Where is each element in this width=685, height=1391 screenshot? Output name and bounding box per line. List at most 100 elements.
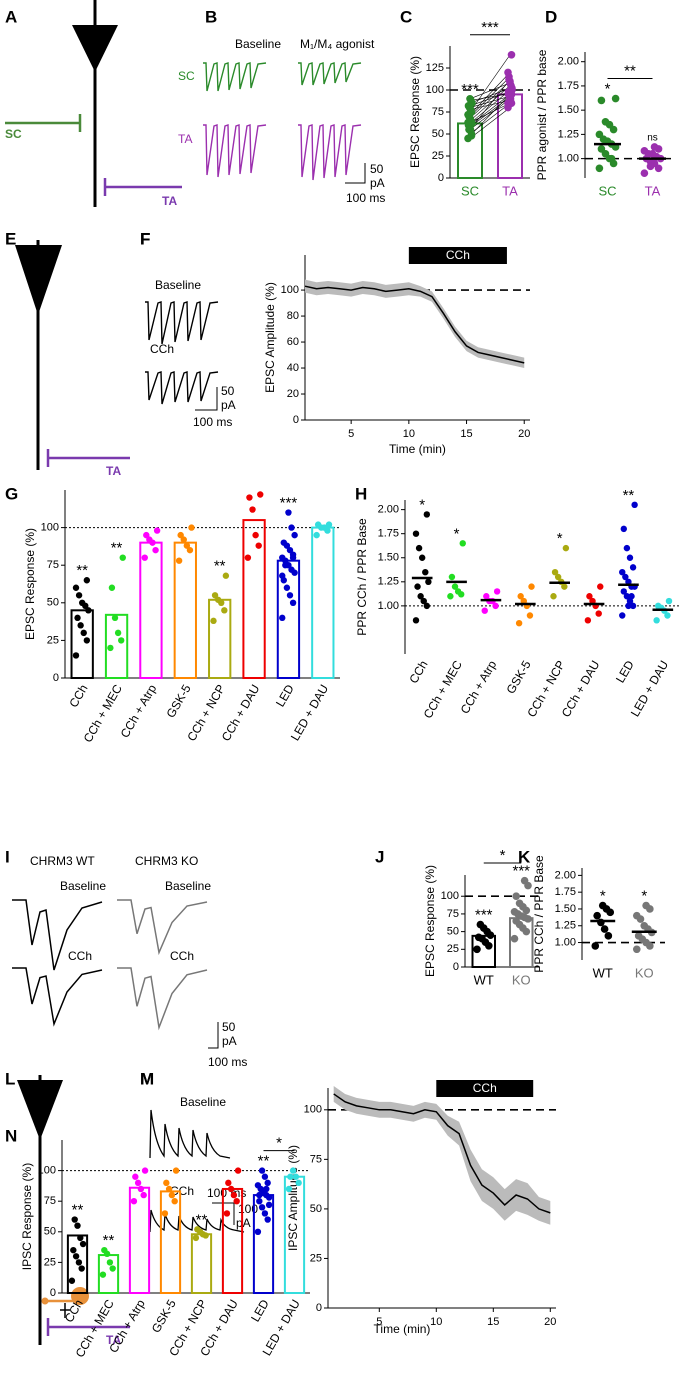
y-tick-label: 50 <box>447 926 459 938</box>
neuron-diagram <box>17 1075 130 1345</box>
panel-label: H <box>355 484 367 503</box>
data-point <box>664 612 671 619</box>
data-point <box>412 617 420 624</box>
data-point <box>551 568 559 576</box>
data-point <box>161 1210 169 1217</box>
pathway-label: SC <box>5 127 22 141</box>
data-point <box>520 876 529 885</box>
data-point <box>78 1265 85 1272</box>
significance-label: ** <box>103 1232 115 1249</box>
data-point <box>504 99 512 107</box>
trace <box>149 1209 245 1233</box>
data-point <box>454 588 462 595</box>
x-tick-label: KO <box>635 965 654 980</box>
significance-label: ** <box>76 562 88 579</box>
y-tick-label: 1.25 <box>555 920 576 932</box>
y-tick-label: 100 <box>38 1165 56 1177</box>
data-point <box>68 1277 76 1284</box>
scale-bar <box>208 1022 219 1049</box>
scale-bar <box>195 387 218 411</box>
data-point <box>623 544 631 552</box>
data-point <box>140 1191 147 1199</box>
data-point <box>279 614 286 622</box>
x-tick-label: 10 <box>430 1316 442 1328</box>
data-point <box>528 583 535 590</box>
data-point <box>447 593 454 600</box>
panel-label: D <box>545 7 557 26</box>
data-point <box>591 942 600 950</box>
data-point <box>601 117 610 126</box>
panel-label: E <box>5 229 16 248</box>
trace <box>145 301 219 345</box>
data-point <box>595 164 604 173</box>
y-tick-label: 1.75 <box>555 886 576 898</box>
x-axis-label: Time (min) <box>389 442 446 456</box>
data-point <box>221 607 228 614</box>
data-point <box>172 1167 180 1174</box>
data-point <box>83 637 91 644</box>
significance-label: ** <box>111 540 123 557</box>
x-tick-label: GSK-5 <box>149 1297 179 1335</box>
y-axis-label: PPR CCh / PPR Base <box>355 518 369 636</box>
x-tick-label: 20 <box>544 1316 556 1328</box>
column-label: CHRM3 WT <box>30 854 95 868</box>
data-point <box>417 593 424 600</box>
error-band <box>333 1086 551 1225</box>
data-point <box>283 584 291 591</box>
data-point <box>72 652 80 659</box>
data-point <box>561 583 568 590</box>
significance-label: ** <box>623 487 635 504</box>
data-point <box>595 130 604 139</box>
pair-line <box>469 98 511 130</box>
x-tick-label: 5 <box>348 428 354 440</box>
pair-line <box>469 79 511 130</box>
data-point <box>629 564 637 571</box>
pair-line <box>469 102 511 123</box>
data-point <box>130 1198 138 1205</box>
significance-label: * <box>500 847 506 864</box>
data-point <box>595 610 602 617</box>
y-tick-label: 0 <box>316 1302 322 1314</box>
data-point <box>222 572 230 579</box>
bar <box>66 1234 89 1295</box>
data-point <box>101 1246 108 1254</box>
data-point <box>165 1185 173 1193</box>
y-tick-label: 60 <box>287 336 299 348</box>
y-tick-label: 25 <box>44 1256 56 1268</box>
data-point <box>118 637 125 644</box>
x-tick-label: LED <box>613 658 637 686</box>
scale-label: 50 <box>222 1020 236 1034</box>
y-tick-label: 1.50 <box>378 552 399 564</box>
y-axis-label: EPSC Response (%) <box>423 865 437 977</box>
data-point <box>111 614 119 622</box>
y-tick-label: 2.00 <box>555 869 576 881</box>
data-point <box>597 918 605 927</box>
data-point <box>325 521 333 528</box>
data-point <box>554 573 562 581</box>
pair-line <box>469 82 511 100</box>
y-axis-label: EPSC Response (%) <box>23 528 37 640</box>
y-tick-label: 1.50 <box>558 104 579 116</box>
y-tick-label: 0 <box>53 672 59 684</box>
data-point <box>265 1201 273 1209</box>
panel-label: B <box>205 7 217 26</box>
data-point <box>79 1240 87 1248</box>
data-point <box>289 1167 297 1174</box>
data-point <box>504 68 512 77</box>
y-tick-label: 1.25 <box>378 576 399 588</box>
data-point <box>108 584 116 591</box>
significance-label: * <box>419 496 425 513</box>
neuron-diagram <box>15 240 130 470</box>
data-point <box>423 511 431 518</box>
data-point <box>163 1179 170 1187</box>
y-axis-label: PPR CCh / PPR Base <box>532 855 546 973</box>
pair-line <box>469 76 511 117</box>
data-point <box>425 578 432 586</box>
data-point <box>264 1179 271 1187</box>
data-point <box>99 1271 107 1278</box>
pair-line <box>469 107 511 139</box>
data-point <box>620 525 627 533</box>
data-point <box>589 597 596 605</box>
y-tick-label: 50 <box>44 1226 56 1238</box>
y-tick-label: 1.25 <box>558 128 579 140</box>
